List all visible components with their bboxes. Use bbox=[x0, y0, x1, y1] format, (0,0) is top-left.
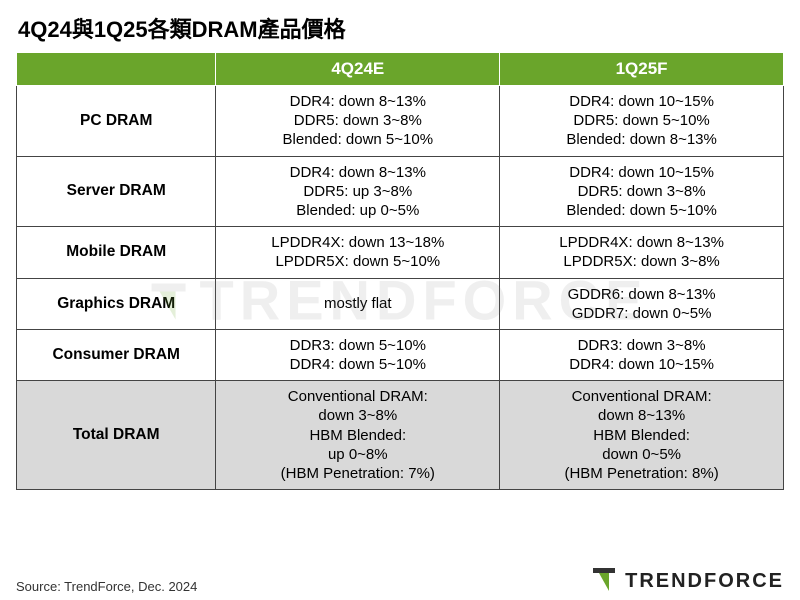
cell-line: down 0~5% bbox=[504, 445, 779, 464]
cell-line: DDR5: down 5~10% bbox=[504, 111, 779, 130]
cell-line: DDR5: down 3~8% bbox=[504, 182, 779, 201]
brand-text: TRENDFORCE bbox=[625, 570, 784, 593]
table-row: Server DRAMDDR4: down 8~13%DDR5: up 3~8%… bbox=[17, 156, 784, 227]
row-label: Mobile DRAM bbox=[17, 227, 216, 278]
cell-line: down 8~13% bbox=[504, 406, 779, 425]
row-label: Total DRAM bbox=[17, 381, 216, 490]
cell-line: Blended: down 5~10% bbox=[220, 130, 495, 149]
row-label: Graphics DRAM bbox=[17, 278, 216, 329]
brand: TRENDFORCE bbox=[593, 568, 784, 594]
cell-line: DDR4: down 10~15% bbox=[504, 92, 779, 111]
table-row: Consumer DRAMDDR3: down 5~10%DDR4: down … bbox=[17, 329, 784, 380]
cell-4q24e: LPDDR4X: down 13~18%LPDDR5X: down 5~10% bbox=[216, 227, 500, 278]
cell-line: DDR4: down 5~10% bbox=[220, 355, 495, 374]
cell-line: LPDDR5X: down 3~8% bbox=[504, 252, 779, 271]
cell-line: HBM Blended: bbox=[504, 426, 779, 445]
chart-title: 4Q24與1Q25各類DRAM產品價格 bbox=[18, 12, 784, 44]
cell-line: Blended: down 8~13% bbox=[504, 130, 779, 149]
trendforce-logo-icon bbox=[593, 568, 619, 594]
col-header-4Q24E: 4Q24E bbox=[216, 53, 500, 86]
cell-line: mostly flat bbox=[220, 294, 495, 313]
price-table: 4Q24E1Q25F PC DRAMDDR4: down 8~13%DDR5: … bbox=[16, 52, 784, 490]
cell-1q25f: LPDDR4X: down 8~13%LPDDR5X: down 3~8% bbox=[500, 227, 784, 278]
cell-line: Blended: up 0~5% bbox=[220, 201, 495, 220]
cell-1q25f: DDR4: down 10~15%DDR5: down 3~8%Blended:… bbox=[500, 156, 784, 227]
table-row: Mobile DRAMLPDDR4X: down 13~18%LPDDR5X: … bbox=[17, 227, 784, 278]
cell-line: LPDDR4X: down 8~13% bbox=[504, 233, 779, 252]
table-row: Total DRAMConventional DRAM:down 3~8%HBM… bbox=[17, 381, 784, 490]
cell-4q24e: DDR4: down 8~13%DDR5: down 3~8%Blended: … bbox=[216, 86, 500, 157]
cell-line: GDDR7: down 0~5% bbox=[504, 304, 779, 323]
cell-line: down 3~8% bbox=[220, 406, 495, 425]
row-label: Server DRAM bbox=[17, 156, 216, 227]
cell-line: Conventional DRAM: bbox=[220, 387, 495, 406]
cell-line: LPDDR4X: down 13~18% bbox=[220, 233, 495, 252]
cell-line: DDR4: down 10~15% bbox=[504, 163, 779, 182]
cell-line: DDR3: down 5~10% bbox=[220, 336, 495, 355]
cell-1q25f: DDR3: down 3~8%DDR4: down 10~15% bbox=[500, 329, 784, 380]
cell-line: LPDDR5X: down 5~10% bbox=[220, 252, 495, 271]
cell-line: Blended: down 5~10% bbox=[504, 201, 779, 220]
cell-line: Conventional DRAM: bbox=[504, 387, 779, 406]
cell-1q25f: DDR4: down 10~15%DDR5: down 5~10%Blended… bbox=[500, 86, 784, 157]
cell-line: DDR5: down 3~8% bbox=[220, 111, 495, 130]
cell-line: DDR4: down 8~13% bbox=[220, 92, 495, 111]
cell-line: DDR5: up 3~8% bbox=[220, 182, 495, 201]
cell-4q24e: DDR4: down 8~13%DDR5: up 3~8%Blended: up… bbox=[216, 156, 500, 227]
cell-1q25f: Conventional DRAM:down 8~13%HBM Blended:… bbox=[500, 381, 784, 490]
cell-line: up 0~8% bbox=[220, 445, 495, 464]
cell-line: GDDR6: down 8~13% bbox=[504, 285, 779, 304]
table-body: PC DRAMDDR4: down 8~13%DDR5: down 3~8%Bl… bbox=[17, 86, 784, 490]
cell-line: DDR4: down 8~13% bbox=[220, 163, 495, 182]
cell-4q24e: mostly flat bbox=[216, 278, 500, 329]
row-label: Consumer DRAM bbox=[17, 329, 216, 380]
cell-4q24e: DDR3: down 5~10%DDR4: down 5~10% bbox=[216, 329, 500, 380]
row-label: PC DRAM bbox=[17, 86, 216, 157]
footer: Source: TrendForce, Dec. 2024 TRENDFORCE bbox=[16, 568, 784, 594]
source-text: Source: TrendForce, Dec. 2024 bbox=[16, 579, 197, 594]
table-row: PC DRAMDDR4: down 8~13%DDR5: down 3~8%Bl… bbox=[17, 86, 784, 157]
cell-line: DDR3: down 3~8% bbox=[504, 336, 779, 355]
cell-line: (HBM Penetration: 8%) bbox=[504, 464, 779, 483]
table-row: Graphics DRAMmostly flat GDDR6: down 8~13… bbox=[17, 278, 784, 329]
col-header-category bbox=[17, 53, 216, 86]
cell-line: (HBM Penetration: 7%) bbox=[220, 464, 495, 483]
col-header-1Q25F: 1Q25F bbox=[500, 53, 784, 86]
cell-4q24e: Conventional DRAM:down 3~8%HBM Blended:u… bbox=[216, 381, 500, 490]
table-header-row: 4Q24E1Q25F bbox=[17, 53, 784, 86]
cell-1q25f: GDDR6: down 8~13%GDDR7: down 0~5% bbox=[500, 278, 784, 329]
cell-line: DDR4: down 10~15% bbox=[504, 355, 779, 374]
cell-line: HBM Blended: bbox=[220, 426, 495, 445]
